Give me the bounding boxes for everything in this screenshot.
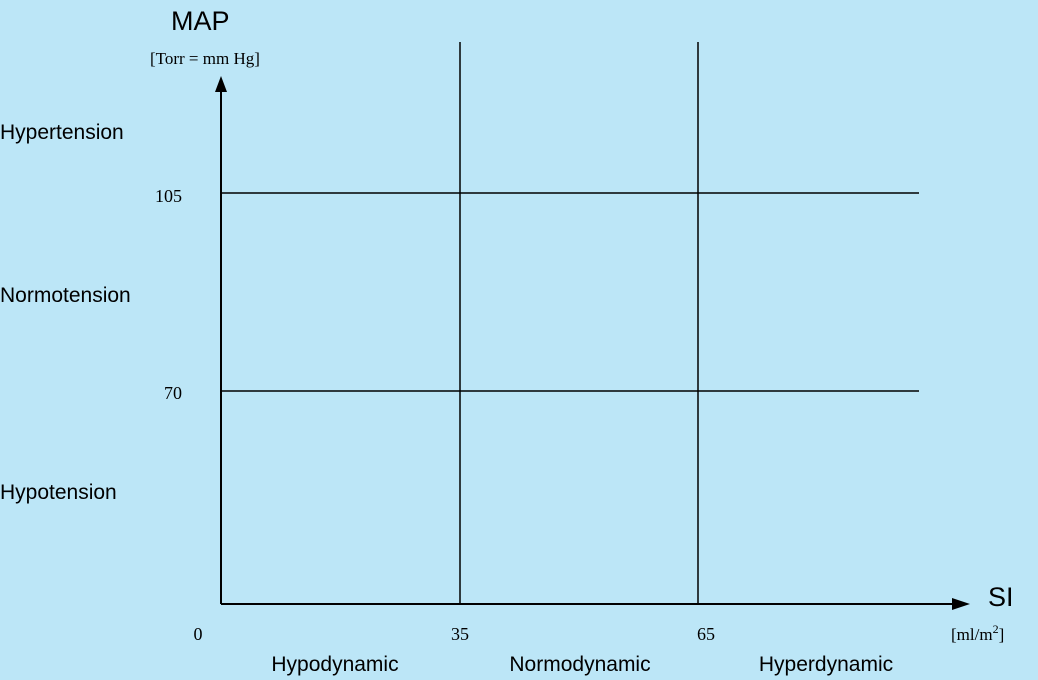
x-tick-label-35: 35 (451, 624, 469, 644)
y-axis-title: MAP (171, 6, 230, 36)
y-axis-unit: [Torr = mm Hg] (150, 49, 260, 68)
x-tick-label-0: 0 (194, 624, 203, 644)
y-tick-label-70: 70 (164, 383, 182, 403)
x-axis-unit-close: ] (999, 625, 1005, 644)
x-tick-label-65: 65 (697, 624, 715, 644)
y-axis-arrowhead (215, 76, 227, 92)
zone-label-hypertension: Hypertension (0, 121, 124, 144)
zone-label-normodynamic: Normodynamic (509, 653, 650, 676)
x-axis-unit-base: [ml/m (951, 625, 993, 644)
zone-label-hypotension: Hypotension (0, 481, 117, 504)
x-axis-arrowhead (952, 598, 970, 610)
y-tick-label-105: 105 (155, 186, 182, 206)
zone-label-normotension: Normotension (0, 284, 131, 307)
x-axis-title: SI (988, 582, 1014, 612)
x-axis-unit-superscript: 2 (993, 622, 999, 636)
x-axis-unit: [ml/m2] (951, 622, 1004, 644)
zone-label-hypodynamic: Hypodynamic (271, 653, 398, 676)
zone-label-hyperdynamic: Hyperdynamic (759, 653, 893, 676)
